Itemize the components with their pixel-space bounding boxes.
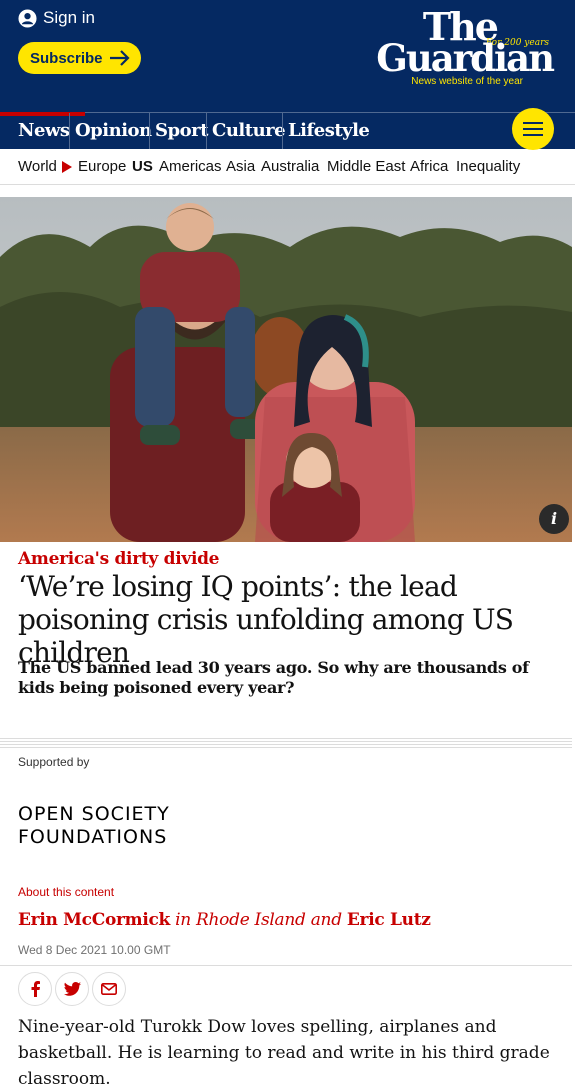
byline-location: in Rhode Island and xyxy=(175,910,342,930)
info-icon: i xyxy=(550,509,558,528)
pillar-divider xyxy=(206,113,207,149)
sub-nav: World Europe US Americas Asia Australia … xyxy=(0,149,575,185)
sign-in-link[interactable]: Sign in xyxy=(18,8,95,28)
sponsor-line-1: OPEN SOCIETY xyxy=(18,803,170,825)
publish-date: Wed 8 Dec 2021 10.00 GMT xyxy=(18,943,171,957)
standfirst: The US banned lead 30 years ago. So why … xyxy=(18,658,529,697)
facebook-icon xyxy=(31,981,40,997)
author-link[interactable]: Erin McCormick xyxy=(18,910,171,930)
arrow-right-icon xyxy=(110,50,130,66)
byline: Erin McCormick in Rhode Island and Eric … xyxy=(18,910,431,930)
share-email-button[interactable] xyxy=(92,972,126,1006)
logo-tagline: News website of the year xyxy=(411,76,523,87)
user-icon xyxy=(18,8,37,28)
share-twitter-button[interactable] xyxy=(55,972,89,1006)
subnav-australia[interactable]: Australia xyxy=(261,158,320,175)
section-divider xyxy=(0,738,572,750)
subnav-asia[interactable]: Asia xyxy=(226,158,256,175)
subnav-world[interactable]: World xyxy=(18,158,57,175)
share-facebook-button[interactable] xyxy=(18,972,52,1006)
article-body-paragraph: Nine-year-old Turokk Dow loves spelling,… xyxy=(18,1017,550,1086)
image-info-button[interactable]: i xyxy=(539,504,569,534)
hero-image xyxy=(0,197,572,542)
pillar-opinion[interactable]: Opinion xyxy=(75,120,152,141)
subscribe-label: Subscribe xyxy=(30,49,103,67)
family-photo xyxy=(0,197,572,542)
subnav-middle-east[interactable]: Middle East xyxy=(327,158,406,175)
pillar-divider xyxy=(149,113,150,149)
subnav-us[interactable]: US xyxy=(132,158,153,175)
headline: ‘We’re losing IQ points’: the lead poiso… xyxy=(18,570,514,669)
menu-button[interactable] xyxy=(512,108,554,150)
sponsor-logo[interactable]: OPEN SOCIETY FOUNDATIONS xyxy=(18,803,170,849)
series-kicker[interactable]: America's dirty divide xyxy=(18,549,220,569)
logo-guardian: Guardian xyxy=(376,36,555,80)
guardian-logo[interactable]: The For 200 years Guardian News website … xyxy=(353,4,555,88)
pillar-news[interactable]: News xyxy=(0,112,85,149)
supported-by-label: Supported by xyxy=(18,755,90,769)
pillar-lifestyle[interactable]: Lifestyle xyxy=(288,120,370,141)
email-icon xyxy=(101,983,117,995)
sign-in-label: Sign in xyxy=(43,8,95,27)
subscribe-button[interactable]: Subscribe xyxy=(18,42,141,74)
pillar-divider xyxy=(282,113,283,149)
subnav-europe[interactable]: Europe xyxy=(78,158,127,175)
logo-for-200-years: For 200 years xyxy=(485,38,549,48)
share-divider xyxy=(0,965,572,966)
pillar-nav: News Opinion Sport Culture Lifestyle xyxy=(0,108,575,150)
subnav-americas[interactable]: Americas xyxy=(159,158,222,175)
logo-the: The xyxy=(422,4,499,49)
masthead: Sign in Subscribe The For 200 years Guar… xyxy=(0,0,575,112)
sponsor-line-2: FOUNDATIONS xyxy=(18,826,168,848)
author-link[interactable]: Eric Lutz xyxy=(346,910,431,930)
pillar-culture[interactable]: Culture xyxy=(212,120,286,141)
pillar-divider xyxy=(69,113,70,149)
about-this-content-link[interactable]: About this content xyxy=(18,885,115,899)
breadcrumb-arrow-icon xyxy=(62,161,72,173)
pillar-sport[interactable]: Sport xyxy=(155,120,208,141)
menu-icon xyxy=(523,122,543,136)
subnav-africa[interactable]: Africa xyxy=(410,158,449,175)
subnav-inequality[interactable]: Inequality xyxy=(456,158,521,175)
twitter-icon xyxy=(63,982,81,996)
